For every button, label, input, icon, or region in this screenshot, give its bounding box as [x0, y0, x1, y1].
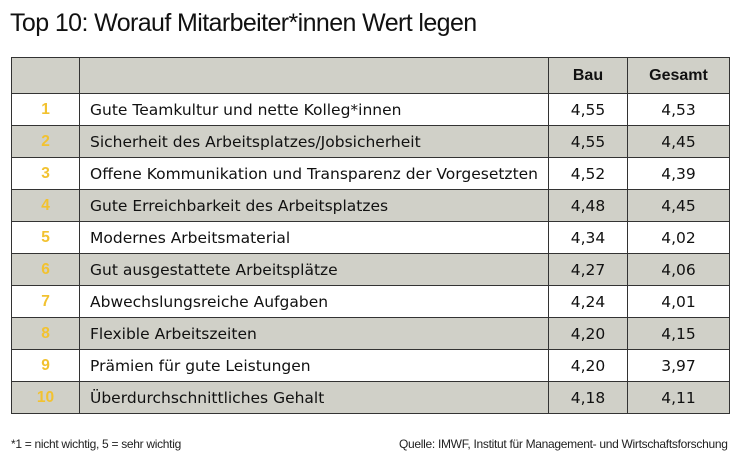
- bau-value-cell: 4,27: [548, 253, 628, 286]
- bau-value-cell: 4,24: [548, 285, 628, 318]
- rank-cell: 2: [11, 125, 80, 158]
- label-cell: Abwechslungsreiche Aufgaben: [79, 285, 549, 318]
- bau-value-cell: 4,55: [548, 125, 628, 158]
- table-row: 7 Abwechslungsreiche Aufgaben 4,24 4,01: [11, 285, 730, 318]
- header-row: Bau Gesamt: [11, 57, 730, 94]
- label-cell: Offene Kommunikation und Transparenz der…: [79, 157, 549, 190]
- table-row: 3 Offene Kommunikation und Transparenz de…: [11, 157, 730, 190]
- label-cell: Sicherheit des Arbeitsplatzes/Jobsicherh…: [79, 125, 549, 158]
- label-cell: Gute Teamkultur und nette Kolleg*innen: [79, 93, 549, 126]
- rank-cell: 10: [11, 381, 80, 414]
- header-gesamt: Gesamt: [627, 57, 730, 94]
- table-row: 1 Gute Teamkultur und nette Kolleg*innen 4…: [11, 93, 730, 126]
- table-body: 1 Gute Teamkultur und nette Kolleg*innen 4…: [11, 93, 730, 414]
- gesamt-value-cell: 4,45: [627, 189, 730, 222]
- header-bau: Bau: [548, 57, 628, 94]
- label-cell: Gut ausgestattete Arbeitsplätze: [79, 253, 549, 286]
- rank-cell: 4: [11, 189, 80, 222]
- source-note: Quelle: IMWF, Institut für Management- u…: [399, 437, 728, 451]
- table-row: 4 Gute Erreichbarkeit des Arbeitsplatzes 4…: [11, 189, 730, 222]
- label-cell: Prämien für gute Leistungen: [79, 349, 549, 382]
- bau-value-cell: 4,20: [548, 317, 628, 350]
- rank-cell: 7: [11, 285, 80, 318]
- header-label: [79, 57, 549, 94]
- chart-title: Top 10: Worauf Mitarbeiter*innen Wert le…: [10, 9, 477, 37]
- table-row: 2 Sicherheit des Arbeitsplatzes/Jobsicher…: [11, 125, 730, 158]
- gesamt-value-cell: 4,02: [627, 221, 730, 254]
- bau-value-cell: 4,52: [548, 157, 628, 190]
- rank-cell: 1: [11, 93, 80, 126]
- rank-cell: 9: [11, 349, 80, 382]
- gesamt-value-cell: 3,97: [627, 349, 730, 382]
- gesamt-value-cell: 4,06: [627, 253, 730, 286]
- label-cell: Überdurchschnittliches Gehalt: [79, 381, 549, 414]
- gesamt-value-cell: 4,45: [627, 125, 730, 158]
- bau-value-cell: 4,20: [548, 349, 628, 382]
- gesamt-value-cell: 4,53: [627, 93, 730, 126]
- rank-cell: 8: [11, 317, 80, 350]
- ranking-table: Bau Gesamt 1 Gute Teamkultur und nette Ko…: [11, 57, 730, 414]
- rank-cell: 3: [11, 157, 80, 190]
- table-row: 10 Überdurchschnittliches Gehalt 4,18 4,11: [11, 381, 730, 414]
- bau-value-cell: 4,48: [548, 189, 628, 222]
- label-cell: Modernes Arbeitsmaterial: [79, 221, 549, 254]
- gesamt-value-cell: 4,39: [627, 157, 730, 190]
- rank-cell: 5: [11, 221, 80, 254]
- bau-value-cell: 4,55: [548, 93, 628, 126]
- gesamt-value-cell: 4,11: [627, 381, 730, 414]
- rank-cell: 6: [11, 253, 80, 286]
- label-cell: Gute Erreichbarkeit des Arbeitsplatzes: [79, 189, 549, 222]
- gesamt-value-cell: 4,01: [627, 285, 730, 318]
- label-cell: Flexible Arbeitszeiten: [79, 317, 549, 350]
- table-row: 8 Flexible Arbeitszeiten 4,20 4,15: [11, 317, 730, 350]
- gesamt-value-cell: 4,15: [627, 317, 730, 350]
- table-row: 6 Gut ausgestattete Arbeitsplätze 4,27 4,06: [11, 253, 730, 286]
- footnote: *1 = nicht wichtig, 5 = sehr wichtig: [11, 437, 181, 451]
- bau-value-cell: 4,18: [548, 381, 628, 414]
- table-row: 9 Prämien für gute Leistungen 4,20 3,97: [11, 349, 730, 382]
- bau-value-cell: 4,34: [548, 221, 628, 254]
- header-rank: [11, 57, 80, 94]
- table-row: 5 Modernes Arbeitsmaterial 4,34 4,02: [11, 221, 730, 254]
